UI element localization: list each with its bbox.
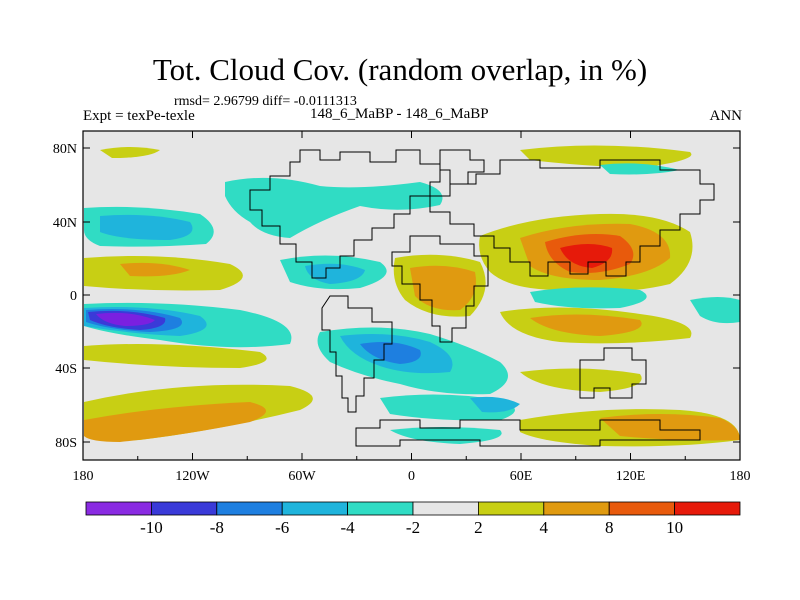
x-tick-label: 60E bbox=[510, 469, 533, 484]
y-tick-label: 40S bbox=[55, 362, 77, 377]
contour-pos-north-pacific bbox=[100, 147, 160, 158]
colorbar-label: -2 bbox=[406, 518, 420, 537]
colorbar-label: -8 bbox=[210, 518, 224, 537]
coastlines bbox=[249, 149, 715, 447]
colorbar-label: 10 bbox=[666, 518, 683, 537]
contour-pos-pacific-tropics-core bbox=[120, 262, 190, 277]
colorbar-label: 2 bbox=[474, 518, 483, 537]
colorbar-swatch bbox=[347, 501, 414, 516]
contour-pos-south-indian-mid bbox=[520, 368, 642, 392]
coast-eurasia bbox=[429, 159, 715, 277]
coast-greenland bbox=[439, 149, 485, 185]
y-axis: 80N 40N 0 40S 80S bbox=[53, 142, 740, 451]
x-tick-label: 180 bbox=[73, 469, 94, 484]
contour-neg-west-north-core bbox=[100, 214, 193, 240]
colorbar-label: -10 bbox=[140, 518, 163, 537]
x-tick-label: 0 bbox=[408, 469, 415, 484]
contour-neg-indian bbox=[530, 287, 647, 309]
colorbar-swatch bbox=[281, 501, 349, 516]
case-label: 148_6_MaBP - 148_6_MaBP bbox=[310, 106, 489, 122]
coast-antarctica bbox=[355, 419, 701, 447]
contour-pos-southern-ocean-west-core bbox=[84, 402, 266, 442]
contour-pos-south-indian-core bbox=[530, 314, 642, 336]
contour-pos-southern-ocean-east-core bbox=[600, 414, 740, 441]
colorbar-swatch bbox=[543, 501, 610, 516]
coast-australia bbox=[579, 347, 647, 399]
colorbar-swatch bbox=[216, 501, 283, 516]
contour-neg-south-pacific-peak bbox=[96, 312, 155, 326]
x-tick-label: 120E bbox=[616, 469, 646, 484]
x-axis: 180 120W 60W 0 60E 120E 180 bbox=[73, 131, 751, 484]
contour-pos-north-atlantic bbox=[520, 145, 692, 168]
coast-africa bbox=[391, 235, 489, 343]
x-tick-label: 180 bbox=[730, 469, 751, 484]
stats-readout: rmsd= 2.96799 diff= -0.0111313 bbox=[174, 94, 357, 109]
contour-neg-atlantic-core bbox=[305, 263, 365, 284]
experiment-label: Expt = texPe-texle bbox=[83, 108, 195, 124]
colorbar-swatch bbox=[674, 501, 741, 516]
colorbar-label: 4 bbox=[540, 518, 549, 537]
colorbar-label: 8 bbox=[605, 518, 614, 537]
y-tick-label: 80N bbox=[53, 142, 77, 157]
page-title: Tot. Cloud Cov. (random overlap, in %) bbox=[152, 52, 648, 87]
colorbar-swatch bbox=[85, 501, 152, 516]
colorbar-swatch bbox=[412, 501, 479, 516]
y-tick-label: 40N bbox=[53, 216, 77, 231]
colorbar-label: -6 bbox=[275, 518, 289, 537]
contour-pos-south-band bbox=[84, 344, 267, 368]
colorbar-swatch bbox=[477, 501, 545, 516]
season-label: ANN bbox=[709, 108, 743, 124]
colorbar-swatch bbox=[608, 501, 676, 516]
contour-neg-east-pacific bbox=[690, 297, 740, 324]
colorbar-swatch bbox=[150, 501, 218, 516]
contour-neg-south-atlantic-core bbox=[470, 396, 520, 413]
coast-south-america bbox=[321, 295, 393, 413]
contour-neg-south-america-core bbox=[360, 342, 421, 364]
y-tick-label: 80S bbox=[55, 436, 77, 451]
contour-pos-africa-core bbox=[410, 265, 476, 311]
coast-north-america bbox=[249, 149, 441, 279]
x-tick-label: 120W bbox=[175, 469, 210, 484]
x-tick-label: 60W bbox=[288, 469, 316, 484]
colorbar-label: -4 bbox=[341, 518, 356, 537]
colorbar: -10 -8 -6 -4 -2 2 4 8 10 bbox=[85, 501, 741, 537]
y-tick-label: 0 bbox=[70, 289, 77, 304]
contour-neg-north-america bbox=[225, 177, 443, 238]
